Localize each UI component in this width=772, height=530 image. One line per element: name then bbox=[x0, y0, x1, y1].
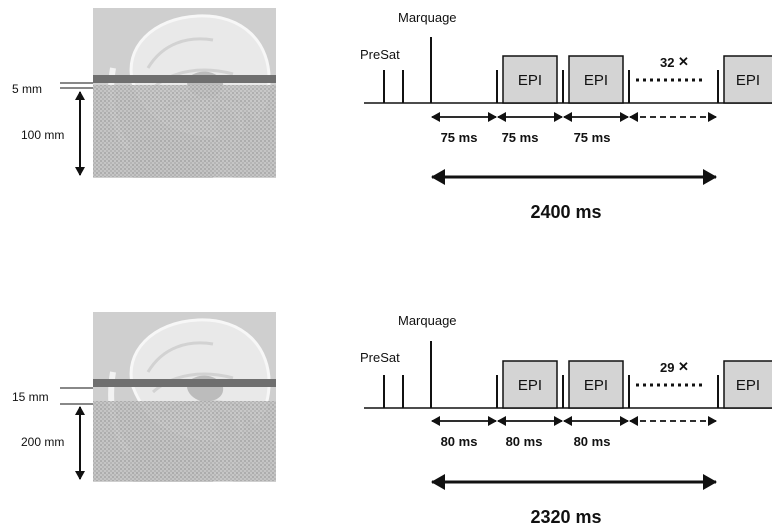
interval-label-2-top: 75 ms bbox=[502, 130, 539, 145]
svg-text:EPI: EPI bbox=[736, 377, 760, 394]
brain-image-bottom bbox=[93, 312, 276, 482]
slab-thickness-label-top: 5 mm bbox=[12, 82, 42, 96]
brain-image-top bbox=[93, 8, 276, 178]
marking-label-top: Marquage bbox=[398, 10, 457, 25]
marking-label-bottom: Marquage bbox=[398, 313, 457, 328]
svg-text:EPI: EPI bbox=[736, 72, 760, 89]
repeat-count-top: 32 bbox=[660, 55, 674, 70]
labeling-slab-top bbox=[93, 75, 276, 83]
coverage-label-bottom: 200 mm bbox=[21, 435, 64, 449]
epi-block-last-bottom bbox=[723, 360, 772, 409]
repeat-count-bottom: 29 bbox=[660, 360, 674, 375]
presat-label-bottom: PreSat bbox=[360, 350, 400, 365]
interval-label-2-bottom: 80 ms bbox=[506, 434, 543, 449]
interval-label-1-bottom: 80 ms bbox=[441, 434, 478, 449]
epi-block-1-bottom bbox=[502, 360, 558, 409]
top-panel: 5 mm 100 mm Marquage PreSat EPI EPI 32 ✕… bbox=[12, 8, 772, 222]
svg-text:EPI: EPI bbox=[584, 72, 608, 89]
svg-text:EPI: EPI bbox=[518, 72, 542, 89]
svg-text:EPI: EPI bbox=[584, 377, 608, 394]
interval-label-3-bottom: 80 ms bbox=[574, 434, 611, 449]
svg-text:✕: ✕ bbox=[678, 359, 689, 374]
interval-label-3-top: 75 ms bbox=[574, 130, 611, 145]
total-duration-bottom: 2320 ms bbox=[530, 507, 601, 527]
svg-text:✕: ✕ bbox=[678, 54, 689, 69]
slab-thickness-label-bottom: 15 mm bbox=[12, 390, 49, 404]
presat-label-top: PreSat bbox=[360, 47, 400, 62]
total-duration-top: 2400 ms bbox=[530, 202, 601, 222]
epi-block-2-bottom bbox=[568, 360, 624, 409]
svg-text:EPI: EPI bbox=[518, 377, 542, 394]
labeling-slab-bottom bbox=[93, 379, 276, 387]
epi-block-2-top bbox=[568, 55, 624, 104]
interval-label-1-top: 75 ms bbox=[441, 130, 478, 145]
coverage-label-top: 100 mm bbox=[21, 128, 64, 142]
epi-block-last-top bbox=[723, 55, 772, 104]
epi-block-1-top bbox=[502, 55, 558, 104]
bottom-panel: 15 mm 200 mm Marquage PreSat EPI EPI 29 … bbox=[12, 312, 772, 527]
